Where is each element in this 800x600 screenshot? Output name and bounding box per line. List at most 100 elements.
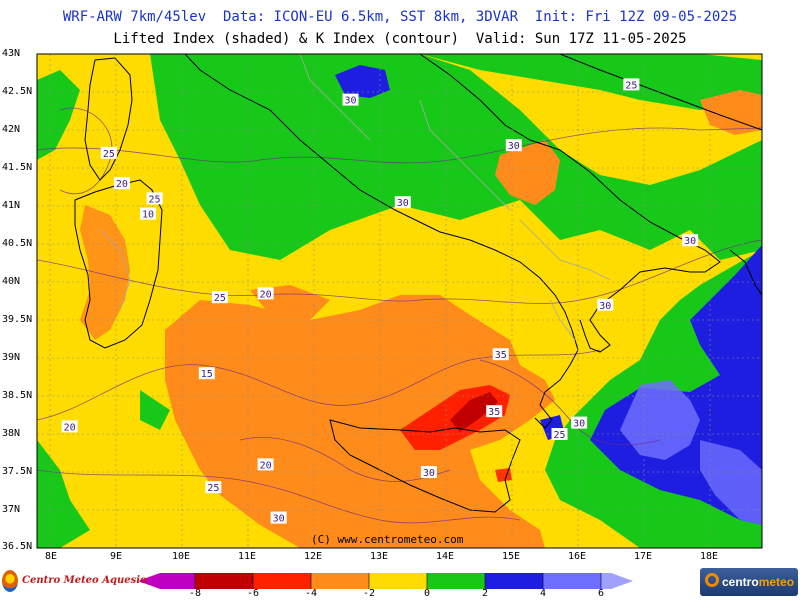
k-index-label-text: 30 bbox=[397, 198, 409, 209]
colorbar-tick-label: -2 bbox=[362, 588, 376, 599]
k-index-label-text: 25 bbox=[207, 483, 219, 494]
k-index-label-box bbox=[486, 405, 503, 418]
k-index-label-box bbox=[198, 367, 215, 380]
k-index-label-text: 25 bbox=[625, 80, 637, 91]
li-field-green-ne bbox=[420, 54, 762, 110]
lat-label: 38N bbox=[2, 428, 21, 439]
colorbar-bin-3 bbox=[253, 573, 311, 589]
li-field-green-sicily-w bbox=[140, 390, 170, 430]
lat-label: 40N bbox=[2, 276, 21, 287]
k-index-label-box bbox=[420, 466, 437, 478]
k-index-label-text: 15 bbox=[201, 369, 213, 380]
k-index-label-box bbox=[551, 428, 568, 440]
logo-right-text: centrometeo bbox=[722, 575, 794, 589]
coast-italy-peninsula bbox=[184, 54, 579, 429]
header-title-field: Lifted Index (shaded) & K Index (contour… bbox=[113, 31, 687, 47]
region-borders bbox=[99, 54, 611, 341]
lon-label: 11E bbox=[238, 551, 257, 562]
ki-contour-2 bbox=[37, 239, 762, 304]
li-field-green-north bbox=[150, 54, 762, 260]
map-frame bbox=[36, 53, 763, 549]
colorbar-tick-label: -4 bbox=[304, 588, 318, 599]
k-index-label: 30 bbox=[682, 234, 699, 247]
lon-label: 9E bbox=[110, 551, 123, 562]
lat-label: 36.5N bbox=[2, 541, 33, 552]
k-index-label: 30 bbox=[505, 139, 522, 152]
k-index-label: 20 bbox=[61, 420, 78, 433]
k-index-label-box bbox=[211, 291, 228, 304]
lon-label: 12E bbox=[304, 551, 323, 562]
graticule bbox=[37, 54, 762, 548]
coast-sardinia bbox=[74, 179, 163, 349]
colorbar-tick-label: 6 bbox=[597, 588, 605, 599]
ki-contour-5 bbox=[239, 436, 451, 482]
ki-contour-7 bbox=[479, 359, 661, 446]
lon-label: 18E bbox=[700, 551, 719, 562]
map-credit: (C) www.centrometeo.com bbox=[311, 533, 464, 546]
k-index-label-box bbox=[100, 146, 117, 159]
k-index-label: 25 bbox=[100, 146, 117, 160]
colorbar-left-arrow bbox=[138, 573, 160, 589]
li-field-blue-rome bbox=[335, 65, 390, 98]
logo-centrometeo: centrometeo bbox=[700, 568, 798, 596]
lat-label: 39N bbox=[2, 352, 21, 363]
k-index-label-text: 25 bbox=[214, 293, 226, 304]
k-index-label-box bbox=[342, 93, 359, 106]
k-index-label: 30 bbox=[571, 416, 588, 430]
k-index-label-box bbox=[61, 420, 78, 433]
colorbar-bin-4 bbox=[311, 573, 369, 589]
k-index-label-text: 25 bbox=[553, 430, 565, 441]
k-index-label-box bbox=[682, 234, 699, 247]
logo-ring-icon bbox=[705, 573, 719, 587]
k-index-label-text: 35 bbox=[495, 350, 507, 361]
k-index-label-text: 30 bbox=[508, 141, 520, 152]
logo-centro-meteo-aquesio: Centro Meteo Aquesio bbox=[0, 566, 147, 598]
lat-label: 37.5N bbox=[2, 466, 33, 477]
k-index-label-box bbox=[623, 78, 640, 91]
lon-label: 17E bbox=[634, 551, 653, 562]
colorbar bbox=[138, 573, 633, 589]
ki-contour-1 bbox=[37, 127, 762, 164]
k-index-label-text: 30 bbox=[599, 301, 611, 312]
k-index-label: 30 bbox=[270, 511, 287, 525]
k-index-label-box bbox=[257, 458, 274, 471]
lat-label: 41N bbox=[2, 200, 21, 211]
colorbar-bin-9 bbox=[601, 573, 611, 589]
border-region-4 bbox=[549, 299, 576, 341]
k-index-label: 35 bbox=[492, 348, 509, 361]
lat-label: 42N bbox=[2, 124, 21, 135]
k-index-label: 30 bbox=[420, 466, 437, 479]
k-index-label: 20 bbox=[113, 177, 130, 190]
k-index-label-box bbox=[597, 298, 614, 311]
li-field-lightblue-ionian bbox=[620, 380, 700, 460]
k-index-label: 25 bbox=[205, 481, 222, 494]
coast-balkans bbox=[559, 54, 762, 131]
k-index-label: 30 bbox=[597, 298, 614, 312]
border-region-1 bbox=[299, 54, 371, 141]
li-field-lightblue-se bbox=[700, 440, 762, 525]
k-index-label-box bbox=[257, 287, 274, 300]
li-field-red-south bbox=[495, 468, 512, 482]
lon-label: 15E bbox=[502, 551, 521, 562]
coast-greece bbox=[729, 249, 762, 296]
header-title-model: WRF-ARW 7km/45lev Data: ICON-EU 6.5km, S… bbox=[62, 9, 738, 25]
k-index-label: 20 bbox=[257, 287, 274, 300]
k-index-label-box bbox=[571, 416, 588, 429]
colorbar-tick-label: -6 bbox=[246, 588, 260, 599]
li-field-orange-sard-w bbox=[80, 205, 130, 340]
colorbar-bin-1 bbox=[160, 573, 195, 589]
lat-label: 37N bbox=[2, 504, 21, 515]
k-index-label: 30 bbox=[342, 93, 359, 107]
lat-label: 42.5N bbox=[2, 86, 33, 97]
k-index-label-box bbox=[140, 207, 157, 220]
logo-right-accent: meteo bbox=[758, 575, 795, 589]
k-index-label-box bbox=[492, 348, 509, 361]
k-index-label: 25 bbox=[211, 291, 228, 304]
colorbar-bin-8 bbox=[543, 573, 601, 589]
k-index-label-text: 20 bbox=[260, 289, 272, 300]
coast-corsica bbox=[84, 57, 133, 181]
k-index-label: 25 bbox=[551, 428, 568, 441]
colorbar-right-arrow bbox=[611, 573, 633, 589]
k-index-label-text: 25 bbox=[149, 194, 161, 205]
k-index-label-text: 35 bbox=[488, 407, 500, 418]
